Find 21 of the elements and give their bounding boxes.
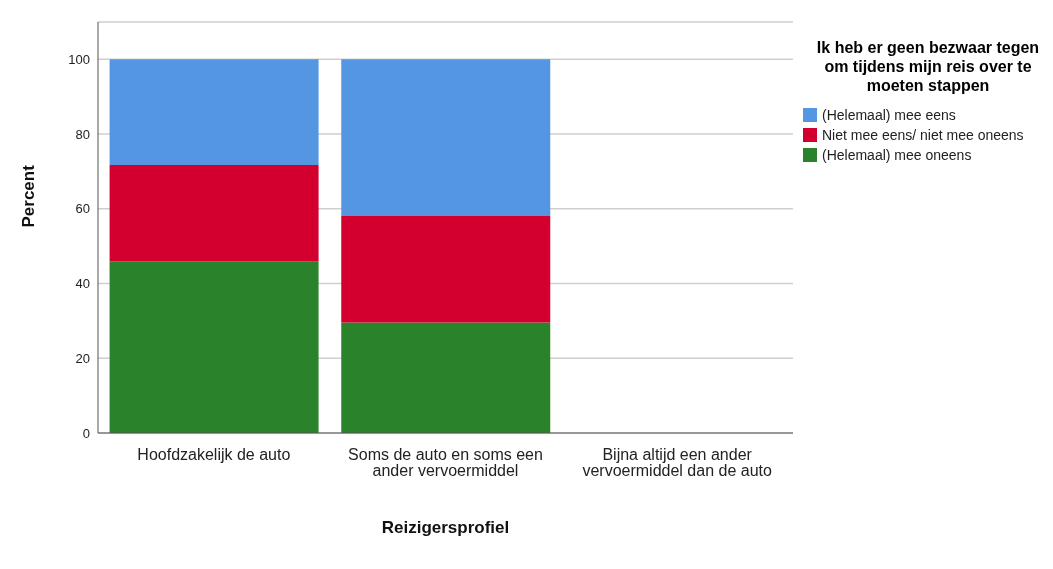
- legend-label: (Helemaal) mee oneens: [821, 146, 973, 165]
- y-tick-label: 0: [82, 425, 90, 441]
- y-tick-label: 100: [68, 51, 90, 67]
- x-tick-label: Hoofdzakelijk de auto: [137, 446, 291, 464]
- bar: [109, 261, 319, 433]
- y-tick-label: 60: [75, 201, 90, 217]
- legend-label: Niet mee eens/ niet mee oneens: [821, 126, 1025, 145]
- y-tick-label: 40: [75, 276, 90, 292]
- bar: [109, 165, 319, 262]
- x-tick-label: Bijna altijd een ander vervoermiddel dan de auto: [582, 446, 772, 480]
- x-tick-label: Soms de auto en soms een ander vervoermiddel: [348, 446, 543, 480]
- x-axis-title: Reizigersprofiel: [381, 518, 510, 537]
- bar: [109, 59, 319, 166]
- legend-label: (Helemaal) mee eens: [821, 106, 957, 125]
- legend-title: Ik heb er geen bezwaar tegen om tijdens mijn reis over te moeten stappen: [815, 38, 1041, 95]
- y-axis-title: Percent: [19, 164, 39, 228]
- bar: [341, 322, 551, 433]
- y-tick-label: 20: [75, 350, 90, 366]
- bar: [341, 59, 551, 216]
- bar: [341, 215, 551, 323]
- y-tick-label: 80: [75, 126, 90, 142]
